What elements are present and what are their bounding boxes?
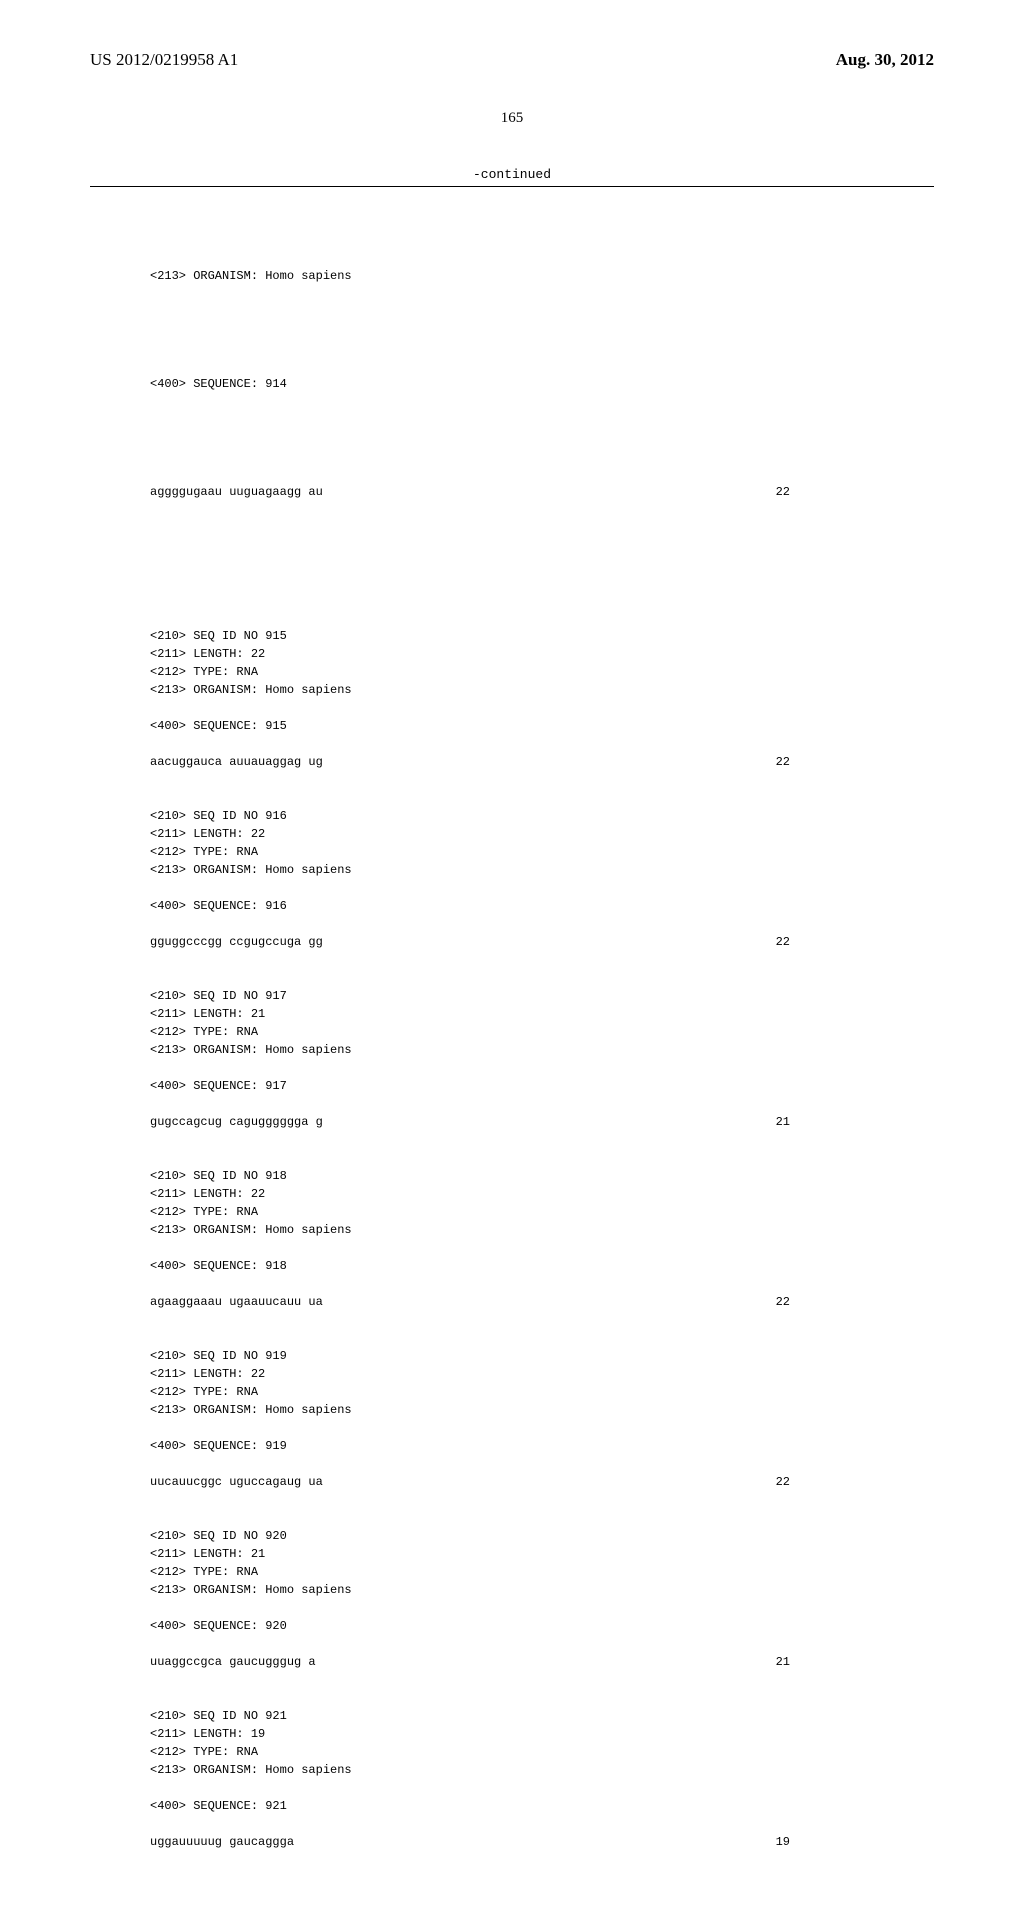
sequence-text: agaaggaaau ugaauucauu ua [150,1293,323,1311]
sequence-text: uuaggccgca gaucugggug a [150,1653,316,1671]
sequence-label: <400> SEQUENCE: 914 [150,375,934,393]
type-line: <212> TYPE: RNA [150,1023,934,1041]
sequence-length: 22 [776,1293,790,1311]
organism-line: <213> ORGANISM: Homo sapiens [150,1041,934,1059]
page-number: 165 [90,110,934,127]
sequence-text: gguggcccgg ccgugccuga gg [150,933,323,951]
seq-id-line: <210> SEQ ID NO 918 [150,1167,934,1185]
sequence-listing: <213> ORGANISM: Homo sapiens <400> SEQUE… [150,195,934,1905]
seq-id-line: <210> SEQ ID NO 915 [150,627,934,645]
seq-id-line: <210> SEQ ID NO 917 [150,987,934,1005]
publication-number: US 2012/0219958 A1 [90,50,238,70]
sequence-row: aacuggauca auuauaggag ug 22 [150,753,790,771]
sequence-text: uucauucggc uguccagaug ua [150,1473,323,1491]
type-line: <212> TYPE: RNA [150,1203,934,1221]
organism-line: <213> ORGANISM: Homo sapiens [150,1761,934,1779]
sequence-entry: <210> SEQ ID NO 916<211> LENGTH: 22<212>… [150,789,934,951]
sequence-length: 22 [776,483,790,501]
sequence-entry: <210> SEQ ID NO 921<211> LENGTH: 19<212>… [150,1689,934,1851]
sequence-label: <400> SEQUENCE: 915 [150,717,934,735]
sequence-row: aggggugaau uuguagaagg au 22 [150,483,790,501]
sequence-length: 22 [776,1473,790,1491]
page-header: US 2012/0219958 A1 Aug. 30, 2012 [90,50,934,70]
top-rule [90,186,934,187]
length-line: <211> LENGTH: 22 [150,645,934,663]
length-line: <211> LENGTH: 19 [150,1725,934,1743]
organism-line: <213> ORGANISM: Homo sapiens [150,267,934,285]
sequence-row: gugccagcug cagugggggga g 21 [150,1113,790,1131]
type-line: <212> TYPE: RNA [150,1383,934,1401]
organism-line: <213> ORGANISM: Homo sapiens [150,1581,934,1599]
type-line: <212> TYPE: RNA [150,843,934,861]
length-line: <211> LENGTH: 21 [150,1005,934,1023]
sequence-entry: <210> SEQ ID NO 918<211> LENGTH: 22<212>… [150,1149,934,1311]
organism-line: <213> ORGANISM: Homo sapiens [150,861,934,879]
sequence-text: aggggugaau uuguagaagg au [150,483,323,501]
sequence-text: uggauuuuug gaucaggga [150,1833,294,1851]
sequence-text: aacuggauca auuauaggag ug [150,753,323,771]
sequence-length: 21 [776,1653,790,1671]
sequence-label: <400> SEQUENCE: 917 [150,1077,934,1095]
length-line: <211> LENGTH: 22 [150,1365,934,1383]
sequence-row: uuaggccgca gaucugggug a 21 [150,1653,790,1671]
seq-id-line: <210> SEQ ID NO 919 [150,1347,934,1365]
seq-id-line: <210> SEQ ID NO 920 [150,1527,934,1545]
length-line: <211> LENGTH: 21 [150,1545,934,1563]
sequence-entry: <210> SEQ ID NO 915<211> LENGTH: 22<212>… [150,609,934,771]
organism-line: <213> ORGANISM: Homo sapiens [150,1401,934,1419]
sequence-row: uggauuuuug gaucaggga 19 [150,1833,790,1851]
sequence-label: <400> SEQUENCE: 918 [150,1257,934,1275]
prelude-block: <213> ORGANISM: Homo sapiens <400> SEQUE… [150,231,934,537]
sequence-length: 22 [776,933,790,951]
type-line: <212> TYPE: RNA [150,663,934,681]
organism-line: <213> ORGANISM: Homo sapiens [150,681,934,699]
sequence-label: <400> SEQUENCE: 916 [150,897,934,915]
sequence-row: agaaggaaau ugaauucauu ua 22 [150,1293,790,1311]
sequence-label: <400> SEQUENCE: 919 [150,1437,934,1455]
length-line: <211> LENGTH: 22 [150,825,934,843]
seq-id-line: <210> SEQ ID NO 921 [150,1707,934,1725]
continued-label: -continued [90,167,934,182]
type-line: <212> TYPE: RNA [150,1563,934,1581]
sequence-row: uucauucggc uguccagaug ua 22 [150,1473,790,1491]
organism-line: <213> ORGANISM: Homo sapiens [150,1221,934,1239]
sequence-length: 22 [776,753,790,771]
sequence-entry: <210> SEQ ID NO 917<211> LENGTH: 21<212>… [150,969,934,1131]
sequence-text: gugccagcug cagugggggga g [150,1113,323,1131]
seq-id-line: <210> SEQ ID NO 916 [150,807,934,825]
entries-container: <210> SEQ ID NO 915<211> LENGTH: 22<212>… [150,609,934,1851]
sequence-length: 21 [776,1113,790,1131]
sequence-label: <400> SEQUENCE: 921 [150,1797,934,1815]
page-container: US 2012/0219958 A1 Aug. 30, 2012 165 -co… [0,0,1024,1320]
type-line: <212> TYPE: RNA [150,1743,934,1761]
length-line: <211> LENGTH: 22 [150,1185,934,1203]
publication-date: Aug. 30, 2012 [836,50,934,70]
sequence-label: <400> SEQUENCE: 920 [150,1617,934,1635]
sequence-length: 19 [776,1833,790,1851]
sequence-entry: <210> SEQ ID NO 920<211> LENGTH: 21<212>… [150,1509,934,1671]
sequence-entry: <210> SEQ ID NO 919<211> LENGTH: 22<212>… [150,1329,934,1491]
sequence-row: gguggcccgg ccgugccuga gg 22 [150,933,790,951]
